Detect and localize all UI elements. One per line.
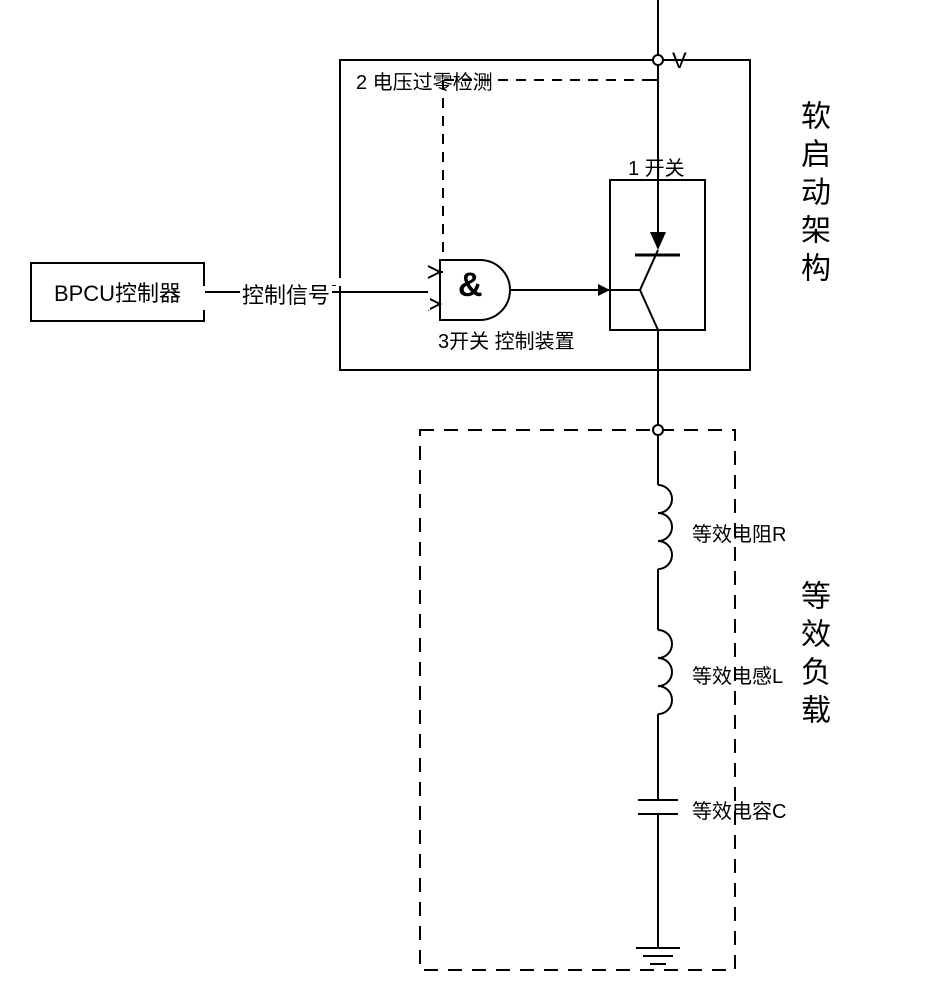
inductor-coil: [658, 630, 672, 714]
resistor-label: 等效电阻R: [692, 518, 786, 547]
load-node: [653, 425, 663, 435]
inductor-label: 等效电感L: [692, 660, 783, 689]
soft-start-box: [340, 60, 750, 370]
switch-symbol: [610, 180, 680, 330]
v-label: V: [672, 48, 687, 74]
switch-label: 1 开关: [628, 152, 685, 181]
control-signal-wire-2: [340, 290, 428, 304]
and-symbol: &: [458, 266, 483, 305]
zero-cross-label: 2 电压过零检测: [356, 66, 493, 95]
equiv-load-label: 等效负载: [790, 580, 834, 732]
and-output-arrow: [598, 284, 610, 296]
soft-start-label: 软启动架构: [790, 100, 834, 290]
control-signal-label-2: 控制信号: [240, 278, 332, 310]
capacitor-label: 等效电容C: [692, 795, 786, 824]
switch-ctrl-label: 3开关 控制装置: [438, 325, 575, 354]
capacitor-symbol: [638, 800, 678, 814]
load-box: [420, 430, 735, 970]
ground-symbol: [636, 948, 680, 964]
bpcu-controller-box: BPCU控制器: [30, 262, 205, 322]
bpcu-label: BPCU控制器: [54, 276, 181, 308]
resistor-coil: [658, 485, 672, 569]
